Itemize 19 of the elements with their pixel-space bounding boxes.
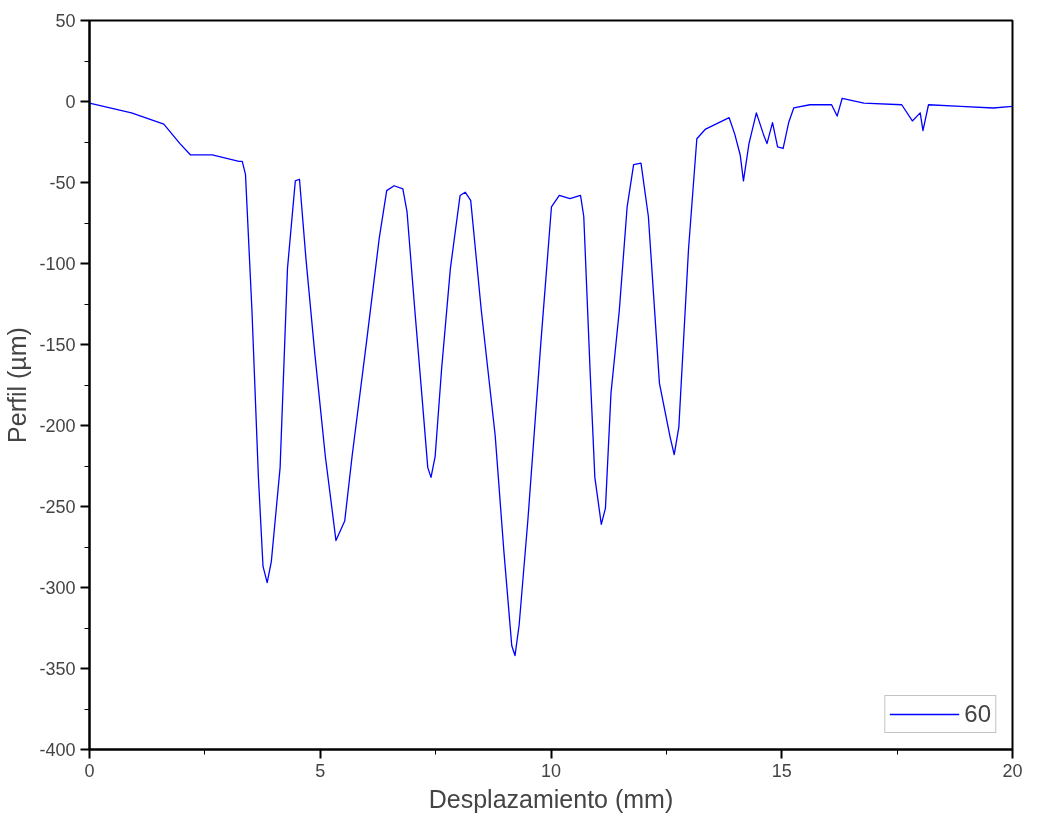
x-tick-label: 10 xyxy=(540,760,562,781)
x-tick-label: 5 xyxy=(315,760,326,781)
legend-label: 60 xyxy=(964,700,991,728)
x-tick-label: 15 xyxy=(771,760,792,781)
y-tick-label: 0 xyxy=(65,92,76,112)
y-tick-label: -50 xyxy=(49,173,76,193)
x-axis-title: Desplazamiento (mm) xyxy=(428,784,674,813)
y-tick-label: -150 xyxy=(39,335,76,355)
y-tick-label: -400 xyxy=(39,740,76,760)
y-axis-title: Perfil (µm) xyxy=(3,327,32,443)
y-tick-label: -300 xyxy=(39,578,76,598)
x-tick-label: 20 xyxy=(1002,760,1023,781)
y-tick-label: -250 xyxy=(39,497,76,517)
y-tick-label: -350 xyxy=(39,659,76,679)
y-tick-label: 50 xyxy=(55,11,76,31)
line-series xyxy=(89,97,1013,657)
y-tick-label: -100 xyxy=(39,254,76,274)
x-tick-label: 0 xyxy=(84,760,95,781)
y-tick-label: -200 xyxy=(39,416,76,436)
